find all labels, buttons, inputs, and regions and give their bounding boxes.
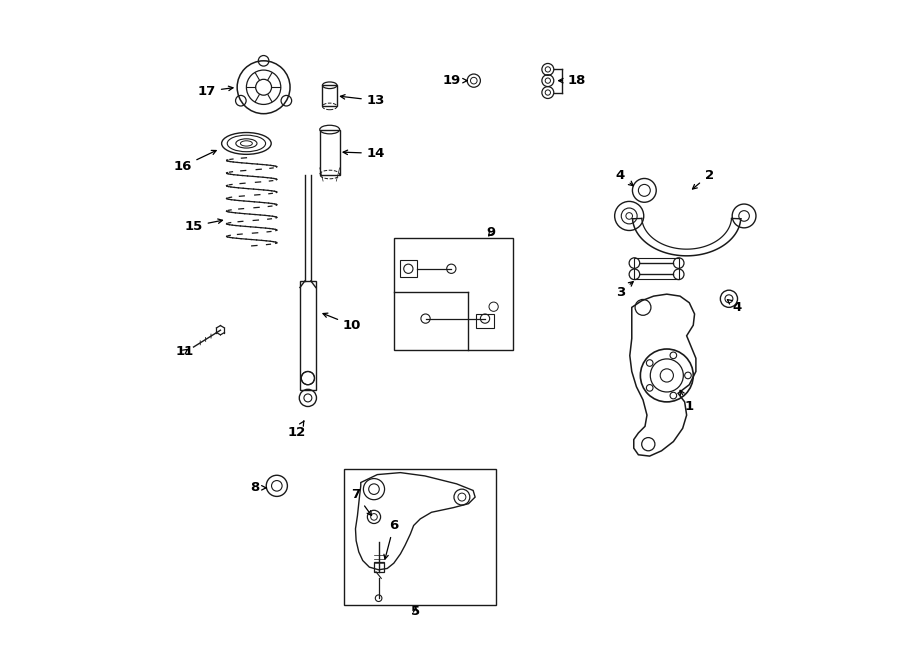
Text: 4: 4 (616, 169, 634, 186)
Text: 12: 12 (287, 421, 306, 440)
Bar (394, 238, 513, 350)
Text: 2: 2 (692, 169, 714, 189)
Text: 1: 1 (680, 390, 694, 413)
Text: 6: 6 (384, 519, 399, 559)
Bar (374, 562, 384, 572)
Bar (476, 314, 494, 328)
Text: 19: 19 (442, 74, 467, 87)
Text: 15: 15 (184, 219, 222, 233)
Text: 14: 14 (343, 147, 385, 160)
Text: 17: 17 (198, 85, 233, 98)
Bar (300, 281, 316, 390)
Bar (400, 260, 417, 278)
Bar (344, 469, 496, 605)
Text: 4: 4 (727, 299, 742, 314)
Text: 9: 9 (486, 226, 496, 239)
Bar (322, 85, 337, 106)
Text: 13: 13 (340, 94, 385, 107)
Text: 7: 7 (352, 488, 372, 516)
Bar (634, 258, 680, 279)
Text: 11: 11 (176, 345, 194, 358)
Text: 18: 18 (559, 74, 586, 87)
Text: 3: 3 (616, 282, 634, 299)
Text: 5: 5 (411, 605, 420, 618)
Text: 8: 8 (250, 481, 266, 494)
Text: 16: 16 (173, 151, 216, 173)
Text: 10: 10 (323, 313, 362, 332)
Bar (320, 130, 339, 175)
